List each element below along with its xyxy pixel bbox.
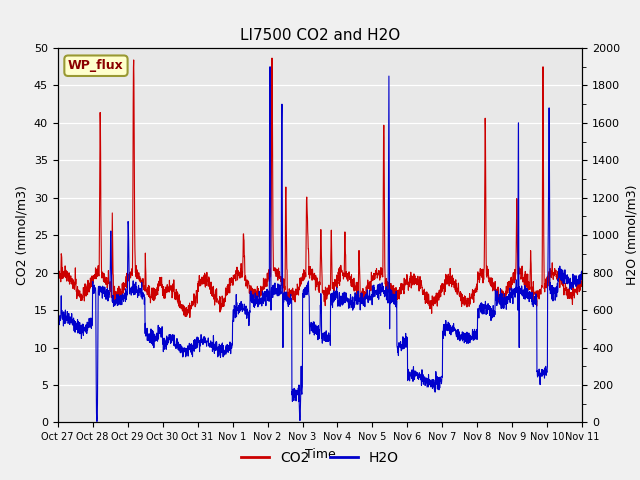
Legend: CO2, H2O: CO2, H2O — [236, 445, 404, 471]
Text: WP_flux: WP_flux — [68, 59, 124, 72]
X-axis label: Time: Time — [305, 448, 335, 461]
Y-axis label: CO2 (mmol/m3): CO2 (mmol/m3) — [15, 185, 28, 285]
Title: LI7500 CO2 and H2O: LI7500 CO2 and H2O — [240, 28, 400, 43]
Y-axis label: H2O (mmol/m3): H2O (mmol/m3) — [626, 185, 639, 286]
